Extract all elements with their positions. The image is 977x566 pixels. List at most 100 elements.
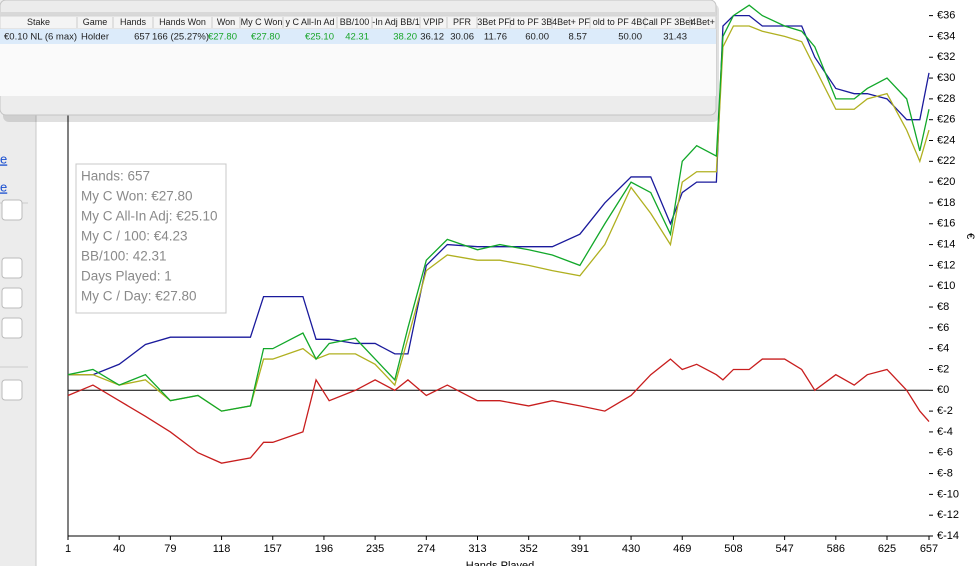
table-cell: €27.80 bbox=[208, 32, 237, 43]
stats-box: Hands: 657 My C Won: €27.80 My C All-In Ad… bbox=[75, 163, 227, 314]
x-tick-label: 625 bbox=[878, 543, 896, 555]
x-tick-label: 508 bbox=[724, 543, 742, 555]
column-header: PFR bbox=[453, 17, 472, 27]
column-header: Won bbox=[217, 17, 235, 27]
y-tick-label: €14 bbox=[937, 238, 955, 250]
dropdown[interactable] bbox=[1, 199, 23, 221]
dropdowns bbox=[1, 199, 23, 401]
table-cell: €25.10 bbox=[305, 32, 334, 43]
table-row bbox=[0, 29, 716, 44]
table-cell: 657 bbox=[134, 32, 150, 43]
y-tick-label: €28 bbox=[937, 93, 955, 105]
x-tick-label: 40 bbox=[113, 543, 125, 555]
table-cell: 36.12 bbox=[420, 32, 444, 43]
column-header: d to PF 3B bbox=[510, 17, 553, 27]
x-tick-label: 352 bbox=[520, 543, 538, 555]
series-line bbox=[67, 358, 930, 464]
chart: €36 €34 €32 €30 €28 €26 €24 €22 €20 €18 €16 €14 €12 €… bbox=[65, 0, 976, 566]
y-tick-label: €-2 bbox=[937, 405, 953, 417]
column-header: Hands Won bbox=[159, 17, 206, 27]
y-tick-label: €20 bbox=[937, 176, 955, 188]
y-tick-label: €-4 bbox=[937, 426, 953, 438]
series-line bbox=[68, 25, 930, 412]
column-header: Stake bbox=[27, 17, 50, 27]
series-line bbox=[68, 14, 930, 376]
y-tick-label: €6 bbox=[937, 322, 949, 334]
y-tick-label: €24 bbox=[937, 134, 955, 146]
table-body bbox=[0, 44, 716, 96]
y-tick-label: €26 bbox=[937, 114, 955, 126]
stat-line: My C / Day: €27.80 bbox=[81, 289, 197, 304]
column-header: Call PF 3Bet bbox=[642, 17, 693, 27]
x-tick-label: 586 bbox=[827, 543, 845, 555]
column-header: BB/100 bbox=[340, 17, 370, 27]
y-tick-label: €36 bbox=[937, 10, 955, 22]
dropdown[interactable] bbox=[1, 379, 23, 401]
y-tick-label: €-10 bbox=[937, 488, 959, 500]
y-axis-label: € bbox=[964, 233, 976, 239]
column-header: 3Bet PF bbox=[477, 17, 510, 27]
stat-line: Days Played: 1 bbox=[81, 269, 172, 284]
y-tick-label: €-12 bbox=[937, 509, 959, 521]
stat-line: My C / 100: €4.23 bbox=[81, 229, 188, 244]
table-cell: 60.00 bbox=[525, 32, 549, 43]
y-tick-label: €0 bbox=[937, 384, 949, 396]
y-tick-label: €22 bbox=[937, 155, 955, 167]
dropdown[interactable] bbox=[1, 287, 23, 309]
y-tick-label: €8 bbox=[937, 301, 949, 313]
x-tick-label: 235 bbox=[366, 543, 384, 555]
y-tick-label: €18 bbox=[937, 197, 955, 209]
y-tick-label: €-14 bbox=[937, 530, 959, 542]
table-cell: 31.43 bbox=[663, 32, 687, 43]
y-tick-label: €10 bbox=[937, 280, 955, 292]
x-tick-label: 391 bbox=[571, 543, 589, 555]
column-header: y C All-In Ad bbox=[285, 17, 334, 27]
column-header: 4Bet+ bbox=[691, 17, 715, 27]
column-header: -In Adj BB/1 bbox=[372, 17, 420, 27]
x-tick-label: 118 bbox=[213, 543, 231, 555]
stat-line: My C All-In Adj: €25.10 bbox=[81, 209, 218, 224]
x-tick-label: 430 bbox=[622, 543, 640, 555]
table-cell: 166 (25.27%) bbox=[152, 32, 209, 43]
y-tick-label: €32 bbox=[937, 51, 955, 63]
column-header: My C Won bbox=[241, 17, 283, 27]
dropdown[interactable] bbox=[1, 317, 23, 339]
stat-line: Hands: 657 bbox=[81, 169, 150, 184]
table-cell: 38.20 bbox=[393, 32, 417, 43]
table-cell: 30.06 bbox=[450, 32, 474, 43]
y-tick-label: €-8 bbox=[937, 467, 953, 479]
x-tick-label: 274 bbox=[417, 543, 435, 555]
x-tick-label: 547 bbox=[775, 543, 793, 555]
y-tick-label: €4 bbox=[937, 343, 949, 355]
x-tick-label: 1 bbox=[65, 543, 71, 555]
y-tick-label: €-6 bbox=[937, 447, 953, 459]
column-header: Game bbox=[83, 17, 108, 27]
stat-line: BB/100: 42.31 bbox=[81, 249, 167, 264]
toolbar-strip bbox=[0, 12, 716, 16]
column-header: 4Bet+ PF bbox=[552, 17, 590, 27]
column-header: Hands bbox=[120, 17, 147, 27]
dropdown[interactable] bbox=[1, 257, 23, 279]
table-cell: Holder bbox=[81, 32, 109, 43]
x-tick-label: 657 bbox=[920, 543, 938, 555]
table-cell: €27.80 bbox=[251, 32, 280, 43]
table-cell: €0.10 NL (6 max) bbox=[4, 32, 77, 43]
y-tick-label: €2 bbox=[937, 363, 949, 375]
table-cell: 8.57 bbox=[569, 32, 588, 43]
column-header: VPIP bbox=[423, 17, 444, 27]
table-cell: 11.76 bbox=[484, 32, 507, 43]
x-tick-label: 157 bbox=[264, 543, 282, 555]
x-tick-label: 469 bbox=[673, 543, 691, 555]
sidebar-link[interactable]: e bbox=[0, 179, 7, 194]
y-tick-label: €12 bbox=[937, 259, 955, 271]
stats-box-frame bbox=[75, 163, 227, 314]
x-axis-label: Hands Played bbox=[466, 560, 535, 566]
sidebar-link[interactable]: e bbox=[0, 151, 7, 166]
stats-window: Stake Game Hands Hands Won Won My C Won y C Al… bbox=[0, 0, 719, 122]
stat-line: My C Won: €27.80 bbox=[81, 189, 193, 204]
table-cell: 42.31 bbox=[345, 32, 369, 43]
x-tick-label: 79 bbox=[164, 543, 176, 555]
y-tick-label: €34 bbox=[937, 30, 955, 42]
table-cell: 50.00 bbox=[618, 32, 642, 43]
